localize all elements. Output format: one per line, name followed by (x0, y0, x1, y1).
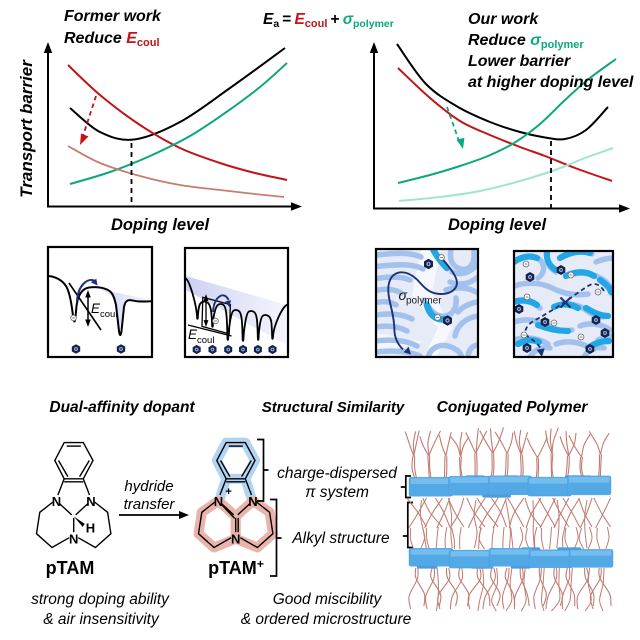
svg-text:Dual-affinity dopant: Dual-affinity dopant (49, 399, 195, 416)
svg-text:Former work: Former work (64, 8, 162, 25)
svg-text:Transport barrier: Transport barrier (17, 59, 36, 198)
svg-text:& air insensitivity: & air insensitivity (43, 611, 160, 628)
svg-text:Doping level: Doping level (111, 216, 210, 234)
svg-text:Conjugated Polymer: Conjugated Polymer (437, 399, 589, 416)
svg-text:pTAM+: pTAM+ (208, 557, 264, 578)
svg-text:strong doping ability: strong doping ability (31, 591, 170, 608)
svg-text:& ordered microstructure: & ordered microstructure (241, 611, 412, 628)
svg-text:pTAM: pTAM (46, 558, 95, 578)
svg-text:polymer: polymer (406, 296, 442, 307)
svg-text:Good miscibility: Good miscibility (273, 591, 383, 608)
svg-text:N: N (248, 494, 257, 509)
svg-text:Our work: Our work (468, 11, 539, 28)
svg-text:N: N (86, 494, 95, 509)
svg-text:σ: σ (399, 287, 408, 303)
svg-text:N: N (231, 532, 240, 547)
svg-text:at higher doping level: at higher doping level (468, 74, 634, 91)
svg-text:Doping level: Doping level (448, 216, 547, 234)
svg-text:charge-dispersed: charge-dispersed (277, 465, 398, 482)
svg-text:Alkyl structure: Alkyl structure (291, 530, 390, 547)
svg-text:Lower barrier: Lower barrier (468, 53, 571, 70)
svg-text:hydride: hydride (124, 478, 173, 495)
svg-text:E: E (188, 327, 198, 342)
svg-text:π system: π system (305, 484, 369, 501)
svg-text:coul: coul (197, 335, 214, 346)
svg-text:+: + (225, 486, 231, 498)
svg-text:N: N (69, 532, 78, 547)
svg-text:Reduce Ecoul: Reduce Ecoul (64, 30, 160, 49)
svg-text:coul: coul (100, 309, 117, 320)
svg-text:H: H (86, 520, 95, 535)
svg-text:E: E (91, 301, 101, 316)
svg-text:Structural Similarity: Structural Similarity (262, 399, 405, 416)
svg-text:N: N (214, 494, 223, 509)
svg-text:N: N (52, 494, 61, 509)
svg-text:transfer: transfer (124, 496, 176, 513)
